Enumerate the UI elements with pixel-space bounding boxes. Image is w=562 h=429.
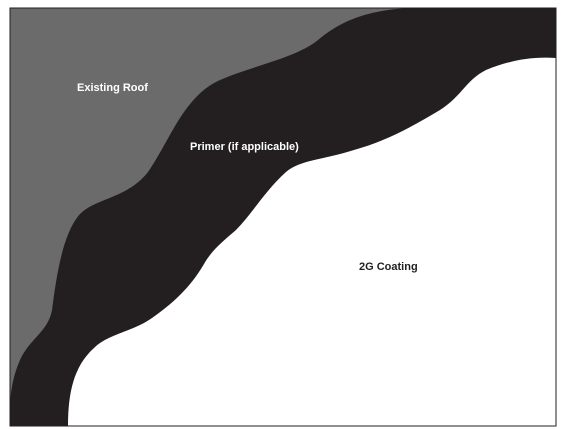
existing-roof-label: Existing Roof — [77, 82, 148, 94]
coating-label: 2G Coating — [359, 261, 418, 273]
primer-label: Primer (if applicable) — [190, 141, 299, 153]
diagram-border — [9, 7, 557, 427]
coating-layer — [68, 57, 556, 426]
